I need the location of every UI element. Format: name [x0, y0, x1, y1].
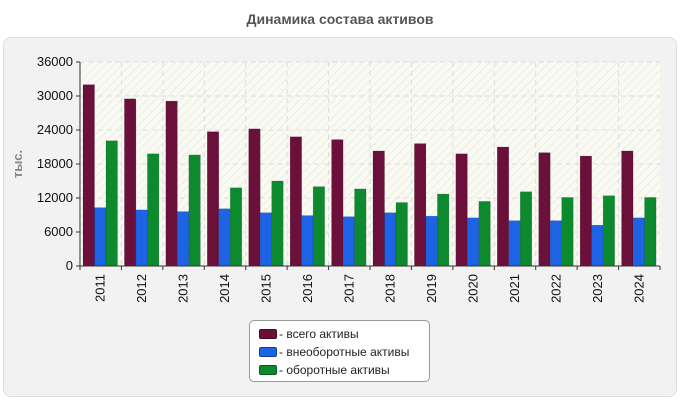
- bar-1-2023: [591, 224, 604, 267]
- bar-0-2020: [455, 153, 468, 267]
- x-tick-label: 2013: [176, 274, 191, 303]
- legend-item-current: - оборотные активы: [259, 361, 429, 379]
- bar-0-2018: [372, 150, 385, 267]
- x-tick-label: 2015: [258, 274, 273, 303]
- bar-2-2011: [105, 140, 118, 267]
- bar-0-2024: [621, 150, 634, 267]
- y-tick-label: 12000: [37, 190, 73, 205]
- bar-2-2018: [395, 202, 408, 267]
- chart-title: Динамика состава активов: [246, 11, 434, 27]
- bar-0-2014: [207, 131, 220, 267]
- x-tick-label: 2023: [590, 274, 605, 303]
- x-tick-label: 2011: [93, 274, 108, 302]
- legend-item-noncurrent: - внеоборотные активы: [259, 343, 429, 361]
- x-tick-label: 2017: [341, 274, 356, 303]
- x-tick-label: 2022: [548, 274, 563, 303]
- x-tick-label: 2014: [217, 274, 232, 303]
- bar-0-2015: [248, 128, 261, 267]
- legend-item-total: - всего активы: [259, 325, 429, 343]
- x-tick-label: 2012: [134, 274, 149, 303]
- legend-label-current: - оборотные активы: [279, 363, 390, 377]
- bar-1-2018: [384, 212, 397, 267]
- bar-2-2021: [520, 191, 533, 267]
- bar-2-2020: [478, 201, 491, 267]
- bar-2-2024: [644, 197, 657, 267]
- bar-2-2022: [561, 197, 574, 267]
- bar-0-2023: [579, 155, 592, 267]
- bar-2-2017: [354, 188, 367, 267]
- bar-0-2013: [165, 100, 178, 267]
- legend-swatch-current: [259, 365, 277, 375]
- bar-0-2019: [414, 143, 427, 267]
- y-tick-label: 24000: [37, 122, 73, 137]
- bar-1-2015: [259, 212, 272, 267]
- bar-2-2014: [230, 187, 243, 267]
- bar-2-2012: [147, 153, 160, 267]
- legend-swatch-noncurrent: [259, 347, 277, 357]
- bar-0-2016: [289, 136, 302, 267]
- bar-1-2013: [177, 211, 190, 267]
- bar-2-2019: [437, 193, 450, 267]
- bar-2-2023: [602, 195, 615, 267]
- x-tick-label: 2019: [424, 274, 439, 303]
- bar-2-2015: [271, 180, 284, 267]
- bar-0-2011: [82, 84, 95, 267]
- legend-label-total: - всего активы: [279, 327, 359, 341]
- x-tick-label: 2020: [466, 274, 481, 303]
- bar-0-2012: [124, 98, 137, 267]
- bar-1-2019: [425, 215, 438, 267]
- bar-2-2013: [188, 154, 201, 267]
- bar-1-2022: [549, 220, 562, 267]
- bar-1-2020: [467, 217, 480, 267]
- bar-1-2021: [508, 220, 521, 267]
- bar-1-2016: [301, 215, 314, 267]
- y-tick-label: 18000: [37, 156, 73, 171]
- bar-1-2024: [632, 217, 645, 267]
- y-tick-label: 36000: [37, 54, 73, 69]
- bar-0-2017: [331, 139, 344, 267]
- bar-0-2022: [538, 152, 551, 267]
- bar-1-2014: [218, 208, 231, 267]
- bar-1-2012: [135, 209, 148, 267]
- bar-1-2011: [94, 207, 107, 267]
- bar-2-2016: [312, 186, 325, 267]
- legend-swatch-total: [259, 329, 277, 339]
- legend-label-noncurrent: - внеоборотные активы: [279, 345, 410, 359]
- y-tick-label: 0: [66, 258, 73, 273]
- x-tick-label: 2018: [383, 274, 398, 303]
- y-tick-label: 30000: [37, 88, 73, 103]
- bar-1-2017: [342, 216, 355, 267]
- x-tick-label: 2024: [631, 274, 646, 303]
- x-tick-label: 2016: [300, 274, 315, 303]
- y-axis-label: тыс.: [10, 150, 25, 178]
- bar-0-2021: [497, 146, 510, 267]
- y-tick-label: 6000: [44, 224, 73, 239]
- x-tick-label: 2021: [507, 274, 522, 303]
- legend: - всего активы - внеоборотные активы - о…: [249, 320, 430, 382]
